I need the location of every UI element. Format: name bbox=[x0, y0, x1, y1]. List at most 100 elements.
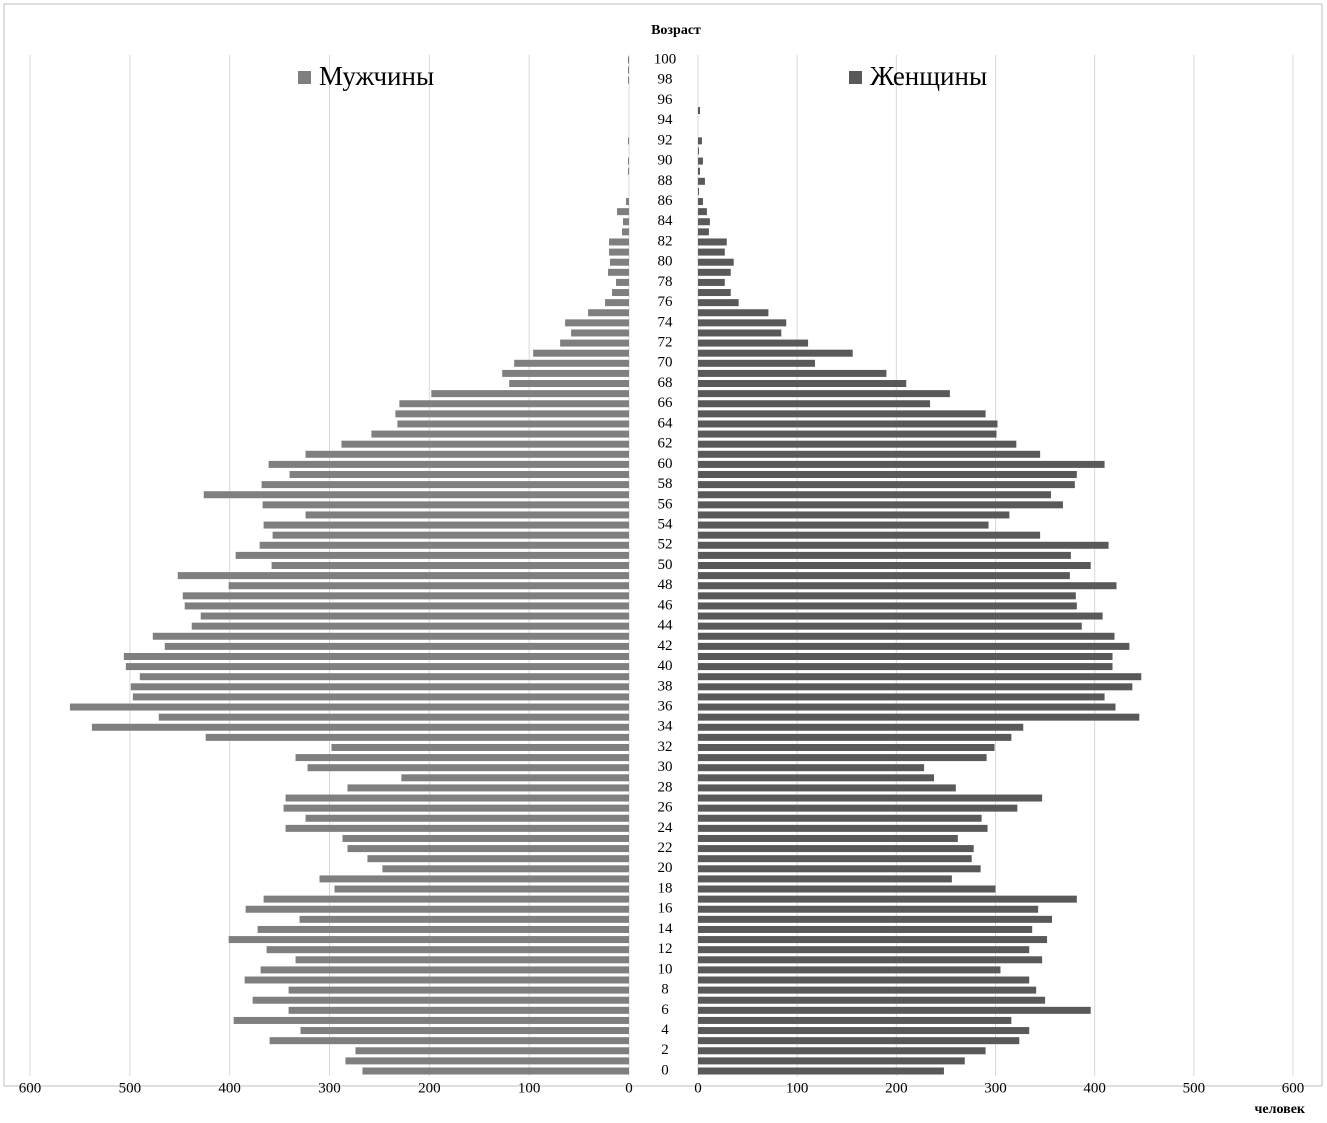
bar bbox=[628, 76, 629, 84]
bar bbox=[331, 743, 629, 751]
bar bbox=[698, 400, 931, 408]
bar bbox=[698, 743, 995, 751]
bar bbox=[698, 814, 982, 822]
bar bbox=[244, 976, 629, 984]
bar bbox=[588, 309, 629, 317]
bar bbox=[698, 794, 1043, 802]
bar bbox=[367, 855, 629, 863]
y-tick-label: 18 bbox=[658, 880, 673, 896]
bar bbox=[401, 774, 629, 782]
bar bbox=[628, 167, 629, 175]
y-tick-label: 20 bbox=[658, 860, 673, 876]
y-tick-label: 66 bbox=[658, 395, 674, 411]
bar bbox=[698, 582, 1117, 590]
x-tick-label: 100 bbox=[786, 1080, 809, 1096]
bar bbox=[698, 875, 952, 883]
y-tick-label: 36 bbox=[658, 698, 674, 714]
bar bbox=[514, 359, 629, 367]
bar bbox=[261, 481, 629, 489]
bar bbox=[698, 915, 1053, 923]
bar bbox=[300, 1027, 629, 1035]
x-tick-label: 300 bbox=[318, 1080, 341, 1096]
bar bbox=[698, 177, 705, 185]
bar bbox=[182, 592, 629, 600]
y-tick-label: 40 bbox=[658, 658, 673, 674]
bar bbox=[698, 1047, 986, 1055]
bar bbox=[382, 865, 629, 873]
bar bbox=[698, 248, 725, 256]
bar bbox=[362, 1067, 629, 1075]
bar bbox=[698, 592, 1076, 600]
y-tick-label: 6 bbox=[661, 1002, 669, 1018]
y-tick-label: 80 bbox=[658, 254, 673, 270]
bar bbox=[698, 733, 1012, 741]
bar bbox=[698, 865, 981, 873]
bar bbox=[698, 410, 986, 418]
bar bbox=[698, 804, 1018, 812]
bar bbox=[698, 1006, 1091, 1014]
bar bbox=[698, 713, 1140, 721]
bar bbox=[698, 369, 887, 377]
bar bbox=[288, 986, 629, 994]
x-tick-label: 200 bbox=[418, 1080, 441, 1096]
bar bbox=[617, 208, 629, 216]
bar bbox=[698, 420, 998, 428]
bar bbox=[698, 673, 1142, 681]
bar bbox=[628, 157, 629, 165]
y-tick-label: 42 bbox=[658, 638, 673, 654]
bar bbox=[289, 471, 629, 479]
bar bbox=[698, 450, 1041, 458]
bar bbox=[698, 925, 1033, 933]
y-tick-label: 94 bbox=[658, 112, 674, 128]
y-tick-label: 34 bbox=[658, 719, 674, 735]
bar bbox=[283, 804, 629, 812]
bar bbox=[123, 652, 630, 660]
x-tick-label: 200 bbox=[885, 1080, 908, 1096]
bar bbox=[610, 258, 629, 266]
bar bbox=[565, 319, 629, 327]
bar bbox=[533, 349, 629, 357]
legend-label: Женщины bbox=[870, 61, 987, 91]
bar bbox=[608, 268, 629, 276]
y-tick-label: 78 bbox=[658, 274, 673, 290]
bar bbox=[560, 339, 629, 347]
bar bbox=[69, 703, 629, 711]
bar bbox=[698, 380, 907, 388]
bar bbox=[698, 602, 1077, 610]
bar bbox=[509, 380, 629, 388]
y-tick-label: 2 bbox=[661, 1042, 669, 1058]
bar bbox=[260, 966, 629, 974]
bar bbox=[698, 208, 707, 216]
bar bbox=[698, 652, 1113, 660]
bar bbox=[698, 976, 1030, 984]
y-tick-label: 86 bbox=[658, 193, 674, 209]
bar bbox=[342, 834, 629, 842]
bar bbox=[299, 915, 629, 923]
bar bbox=[263, 521, 629, 529]
bar bbox=[616, 278, 629, 286]
bar bbox=[628, 137, 629, 145]
bar bbox=[626, 198, 629, 206]
y-tick-label: 52 bbox=[658, 537, 673, 553]
bar bbox=[698, 460, 1105, 468]
bar bbox=[698, 895, 1077, 903]
bar bbox=[184, 602, 629, 610]
bar bbox=[698, 754, 987, 762]
y-tick-label: 14 bbox=[658, 921, 674, 937]
bar bbox=[698, 946, 1030, 954]
bar bbox=[245, 905, 629, 913]
bar bbox=[698, 784, 956, 792]
bar bbox=[628, 56, 629, 64]
bar bbox=[262, 501, 629, 509]
y-tick-label: 56 bbox=[658, 496, 674, 512]
bar bbox=[502, 369, 629, 377]
y-tick-label: 12 bbox=[658, 941, 673, 957]
bar bbox=[228, 936, 629, 944]
bar bbox=[622, 228, 629, 236]
bar bbox=[130, 683, 629, 691]
bar bbox=[698, 845, 974, 853]
bar bbox=[571, 329, 629, 337]
y-tick-label: 68 bbox=[658, 375, 673, 391]
bar bbox=[698, 956, 1043, 964]
bar bbox=[698, 471, 1077, 479]
